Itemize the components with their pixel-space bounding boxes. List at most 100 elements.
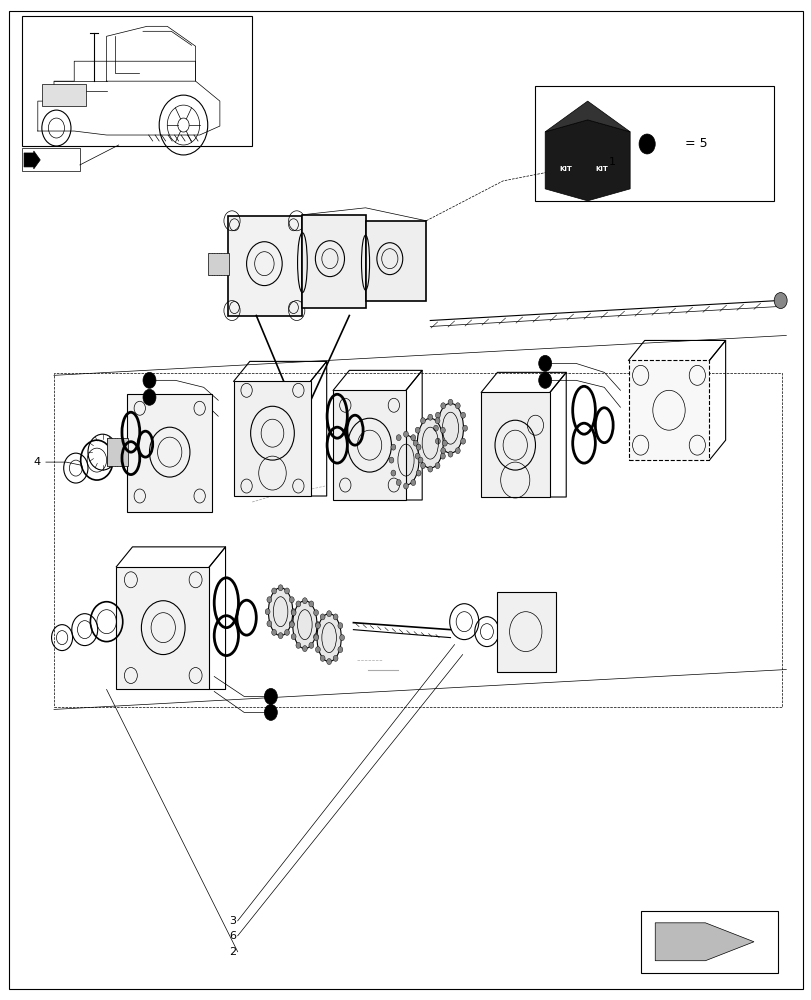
Circle shape	[396, 435, 401, 441]
Circle shape	[538, 355, 551, 371]
Circle shape	[313, 634, 318, 640]
Circle shape	[333, 614, 337, 620]
Circle shape	[442, 440, 447, 446]
Circle shape	[291, 610, 296, 616]
Circle shape	[433, 425, 438, 431]
Circle shape	[313, 635, 318, 641]
Circle shape	[435, 463, 440, 469]
Circle shape	[448, 451, 453, 457]
Circle shape	[289, 622, 294, 628]
Circle shape	[455, 403, 460, 409]
Circle shape	[396, 480, 401, 486]
Polygon shape	[544, 101, 629, 132]
Circle shape	[427, 414, 432, 420]
Bar	[22, 16, 252, 146]
Circle shape	[143, 389, 156, 405]
Circle shape	[315, 647, 320, 653]
Circle shape	[403, 431, 408, 437]
Ellipse shape	[292, 601, 316, 649]
Circle shape	[291, 634, 296, 640]
Bar	[234, 381, 310, 496]
Bar	[481, 392, 549, 497]
Text: 3: 3	[229, 916, 236, 926]
Circle shape	[302, 646, 307, 652]
Circle shape	[320, 614, 324, 620]
Circle shape	[440, 427, 444, 433]
Bar	[365, 221, 426, 301]
Bar	[228, 216, 302, 316]
Bar	[302, 215, 365, 308]
Circle shape	[308, 642, 313, 648]
Circle shape	[302, 598, 307, 604]
Bar	[534, 86, 773, 201]
Bar	[106, 438, 127, 466]
Circle shape	[435, 412, 440, 418]
Circle shape	[388, 457, 393, 463]
Bar	[116, 567, 209, 689]
Circle shape	[462, 425, 467, 431]
Bar	[208, 253, 229, 275]
Circle shape	[333, 655, 337, 661]
Circle shape	[285, 629, 289, 635]
Circle shape	[143, 372, 156, 388]
Text: KIT: KIT	[594, 166, 607, 172]
Polygon shape	[24, 151, 41, 169]
Circle shape	[410, 480, 415, 486]
Circle shape	[427, 466, 432, 472]
Bar	[22, 148, 79, 171]
Circle shape	[337, 623, 342, 629]
Circle shape	[440, 448, 445, 454]
Circle shape	[414, 453, 419, 459]
Circle shape	[326, 611, 331, 617]
Text: = 5: = 5	[684, 137, 707, 150]
Circle shape	[264, 704, 277, 720]
Circle shape	[420, 418, 425, 424]
Circle shape	[418, 457, 423, 463]
Circle shape	[440, 403, 445, 409]
Text: 1: 1	[608, 157, 615, 167]
Ellipse shape	[268, 588, 292, 636]
Circle shape	[416, 444, 421, 450]
Circle shape	[460, 412, 465, 418]
Circle shape	[264, 688, 277, 704]
Circle shape	[295, 601, 300, 607]
Circle shape	[278, 585, 283, 591]
Bar	[497, 592, 555, 672]
Circle shape	[289, 597, 294, 603]
Circle shape	[410, 435, 415, 441]
Text: 6: 6	[229, 931, 236, 941]
Circle shape	[267, 597, 272, 603]
Circle shape	[390, 444, 395, 450]
Circle shape	[278, 633, 283, 639]
Bar	[54, 373, 781, 707]
Circle shape	[448, 399, 453, 405]
Ellipse shape	[417, 418, 443, 468]
Circle shape	[538, 372, 551, 388]
Circle shape	[638, 134, 654, 154]
Bar	[42, 84, 86, 106]
Circle shape	[390, 470, 395, 476]
Circle shape	[272, 629, 277, 635]
Circle shape	[265, 609, 270, 615]
Circle shape	[320, 655, 324, 661]
Circle shape	[290, 609, 295, 615]
Bar	[127, 394, 212, 512]
Circle shape	[315, 622, 320, 628]
Circle shape	[326, 659, 331, 665]
Circle shape	[339, 635, 344, 641]
Text: KIT: KIT	[559, 166, 572, 172]
Polygon shape	[654, 923, 753, 961]
Circle shape	[460, 438, 465, 444]
Circle shape	[313, 610, 318, 616]
Circle shape	[285, 588, 289, 594]
Circle shape	[435, 438, 440, 444]
Bar	[599, 151, 624, 173]
Circle shape	[295, 642, 300, 648]
Text: 2: 2	[229, 947, 236, 957]
Circle shape	[337, 647, 342, 653]
Bar	[628, 360, 709, 460]
Circle shape	[403, 483, 408, 489]
Bar	[333, 390, 406, 500]
Circle shape	[267, 621, 272, 627]
Bar	[640, 911, 777, 973]
